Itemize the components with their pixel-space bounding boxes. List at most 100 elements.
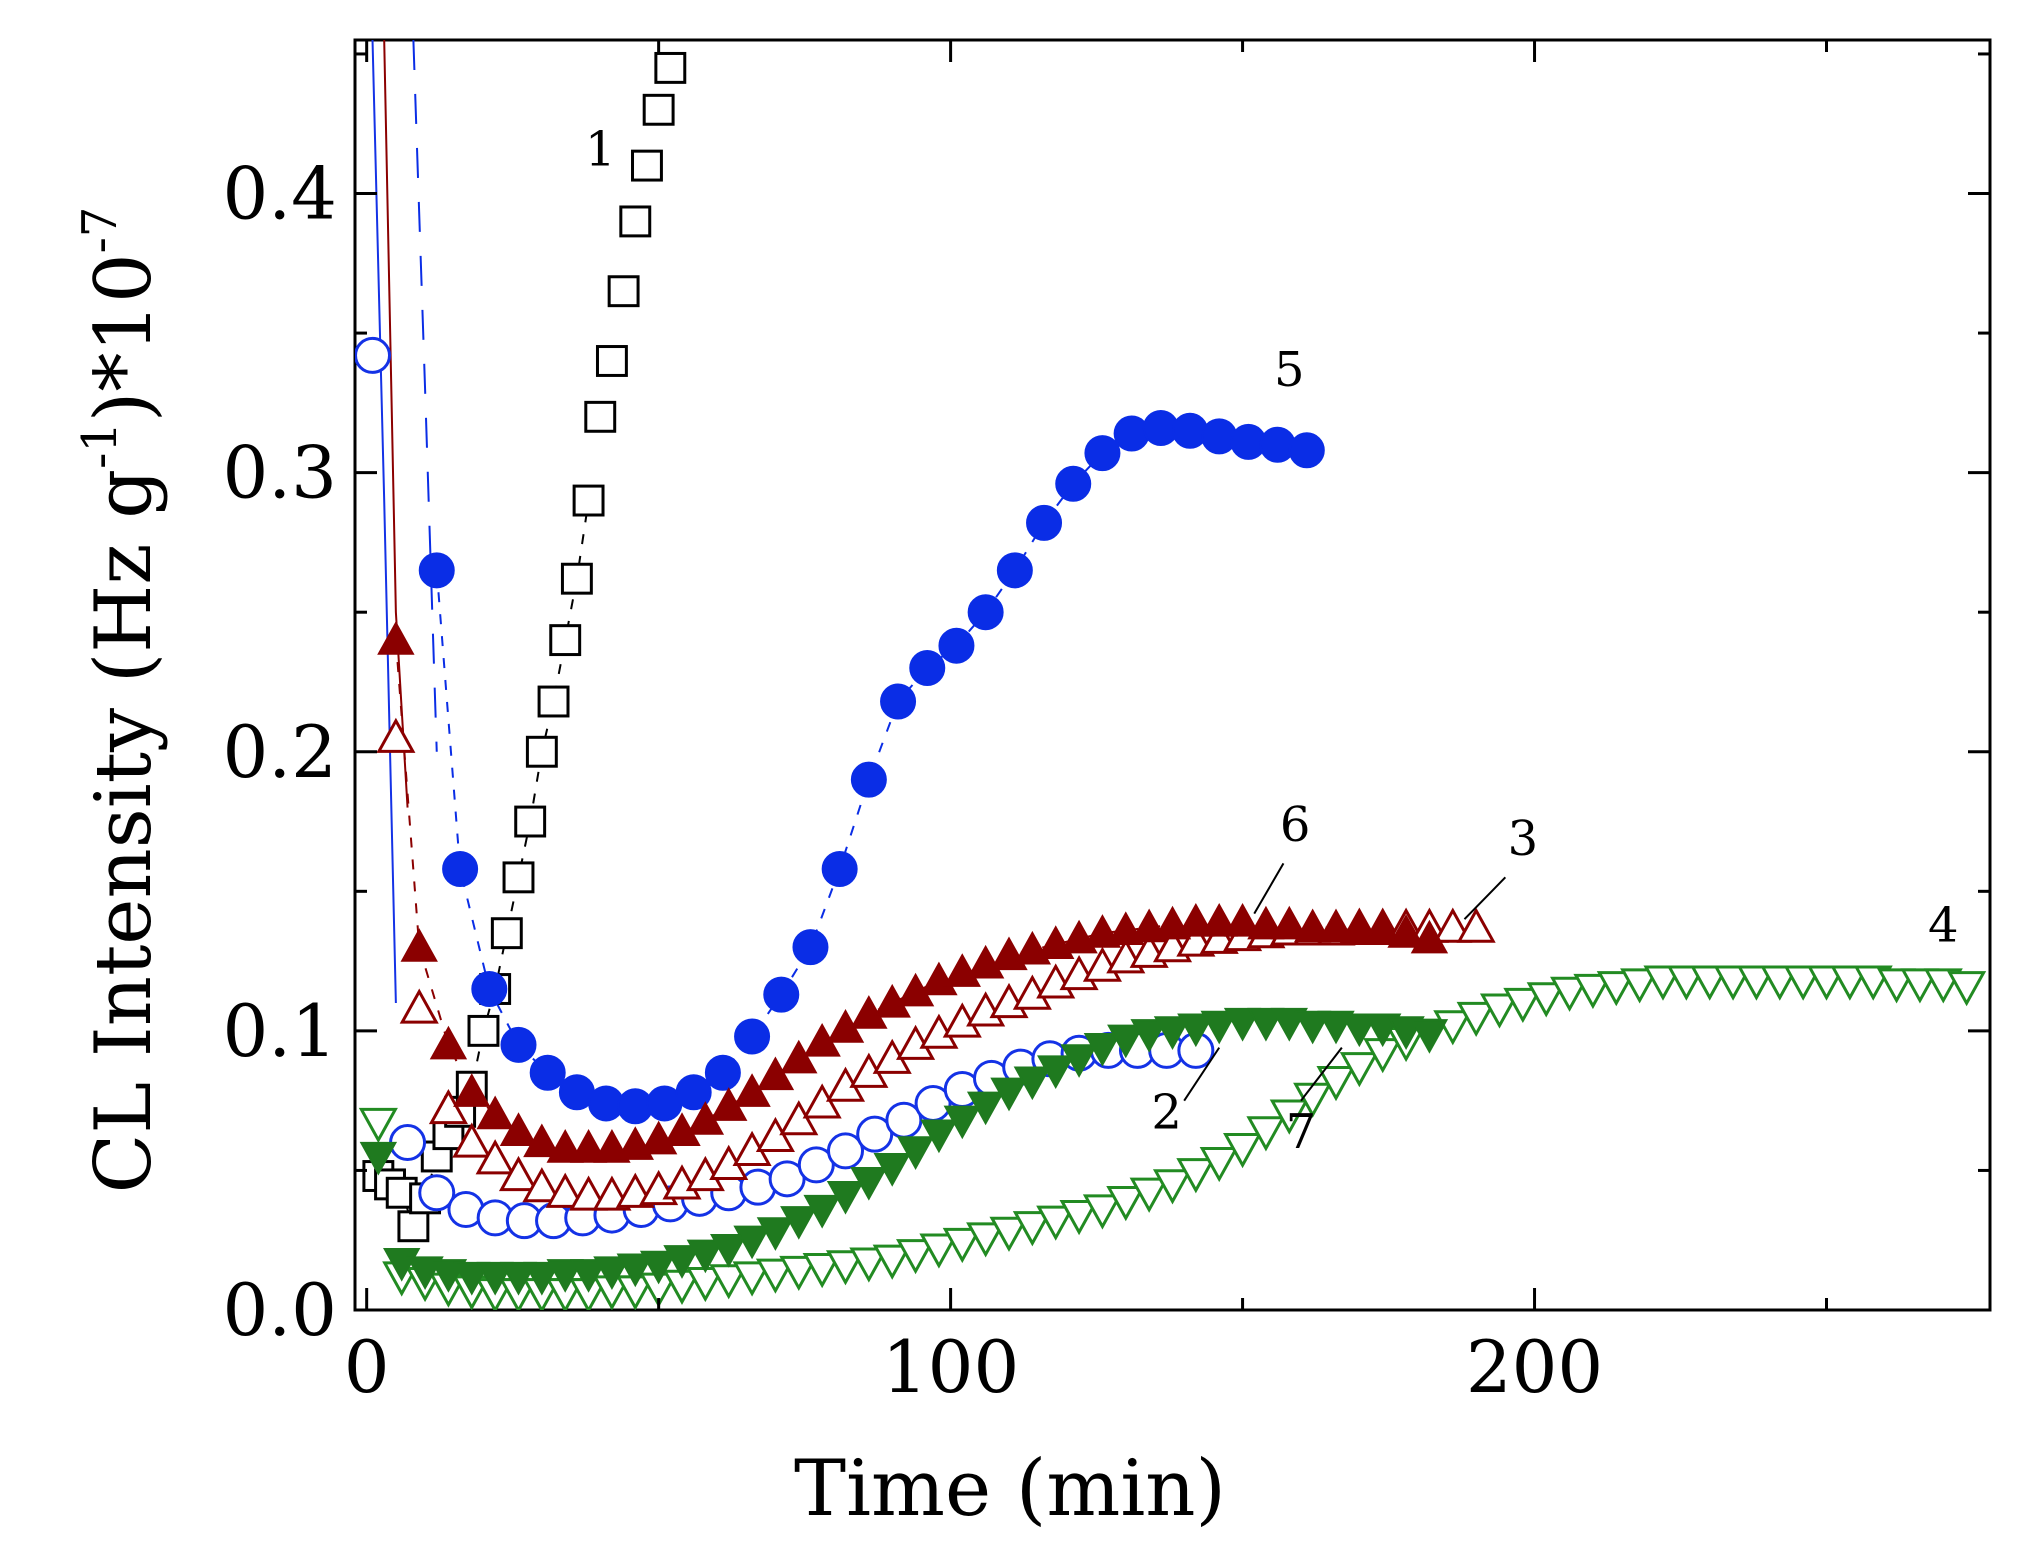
series-2-point (418, 1174, 456, 1212)
series-4-point (1947, 971, 1987, 1007)
series-7-point (1013, 1066, 1052, 1101)
series-6-point (1293, 908, 1332, 943)
series-4-point (1316, 1066, 1356, 1102)
series-4-point (1176, 1158, 1216, 1194)
series-4-point (1199, 1146, 1239, 1183)
series-7-point (453, 1261, 491, 1296)
series-5-point (909, 650, 946, 687)
series-7-point (1083, 1033, 1122, 1067)
series-5-point (442, 850, 479, 887)
curve-labels: 1 2 3 4 5 6 7 (585, 122, 1959, 1161)
series-6-point (546, 1129, 584, 1163)
series-7-point (943, 1105, 981, 1140)
series-4-point (896, 1239, 936, 1275)
series-5-point (1201, 418, 1238, 455)
leader-line-2 (1183, 1047, 1221, 1102)
series-7-point (756, 1217, 795, 1251)
series-4-point (1666, 965, 1706, 1001)
axis-ticks: 0 100 200 0.0 0.1 0.2 0.3 0.4 (222, 40, 1990, 1409)
series-5-point (967, 594, 1004, 631)
series-4-point (1713, 965, 1753, 1001)
series-1-point (595, 345, 628, 377)
series-6-point (1340, 911, 1379, 945)
series-4-point (1690, 965, 1730, 1001)
x-tick-label: 0 (344, 1325, 390, 1409)
series-6-point (400, 928, 438, 962)
y-axis-label-main: CL Intensity (Hz g (79, 469, 169, 1194)
series-3-point (475, 1139, 515, 1175)
series-2-point (768, 1160, 806, 1198)
series-7-point (686, 1239, 725, 1274)
series-3-point (1433, 907, 1473, 943)
leader-line-3 (1463, 876, 1507, 920)
series-6-point (569, 1129, 608, 1163)
series-6-point (780, 1039, 818, 1074)
series-4-point (1479, 993, 1520, 1029)
series-4-point (1526, 982, 1566, 1018)
series-2-point (827, 1132, 864, 1170)
series-1-point (490, 917, 523, 950)
series-7-point (569, 1259, 608, 1293)
series-4-point (1012, 1211, 1052, 1247)
series-2-point (355, 336, 392, 374)
series-4-point (1059, 1199, 1099, 1236)
series-7-point (616, 1253, 654, 1288)
series-1-point (467, 1014, 500, 1047)
series-6-point (1317, 908, 1355, 943)
series-3-point (399, 988, 439, 1024)
series-2-point (856, 1115, 894, 1153)
series-7-point (1200, 1010, 1238, 1045)
series-7-point (1410, 1019, 1449, 1053)
series-5-point (1113, 415, 1150, 452)
series-5-point (471, 971, 508, 1008)
series-1-point (607, 275, 640, 308)
series-1-point (514, 805, 547, 838)
series-4-point (1152, 1169, 1193, 1205)
series-6-point (733, 1073, 771, 1107)
series-2-initial-drop (371, 40, 397, 1003)
series-6-point (756, 1056, 795, 1091)
series-7-point (1293, 1010, 1332, 1045)
series-5-point (1026, 504, 1063, 541)
series-6-point (1410, 919, 1449, 954)
curve-label-1: 1 (585, 122, 616, 178)
series-3-point (569, 1175, 609, 1211)
leader-line-7 (1300, 1047, 1343, 1102)
series-5-point (1259, 426, 1296, 463)
series-6-point (453, 1073, 491, 1107)
y-tick-label: 0.4 (222, 152, 337, 236)
series-6-point (499, 1112, 538, 1146)
axes-frame (353, 38, 1992, 1312)
series-7-point (1247, 1007, 1285, 1042)
y-axis-label-sup-2: -7 (72, 207, 128, 254)
series-6-point (429, 1025, 468, 1060)
series-3-point (1456, 907, 1496, 943)
series-7-point (850, 1167, 888, 1201)
series-5-point (821, 850, 858, 887)
series-7-point (873, 1153, 911, 1187)
series-4-point (1736, 965, 1776, 1001)
series-1-point (642, 93, 675, 126)
x-tick-label: 100 (882, 1325, 1019, 1409)
series-1-point (654, 51, 687, 84)
series-7-point (359, 1141, 398, 1176)
series-7-point (1107, 1024, 1145, 1059)
series-5-point (704, 1054, 741, 1091)
series-6-point (1247, 905, 1285, 940)
series-6-point (377, 621, 415, 655)
series-markers (355, 51, 1987, 1310)
series-7-point (476, 1261, 514, 1296)
series-4-point (825, 1250, 866, 1286)
series-7-point (546, 1259, 584, 1293)
series-5-point (850, 761, 887, 798)
series-7-point (1130, 1019, 1168, 1053)
series-4-point (1643, 965, 1683, 1001)
series-5-point (418, 552, 455, 589)
series-5-point (1084, 435, 1121, 472)
series-1-point (572, 484, 605, 517)
leader-line-6 (1253, 862, 1285, 915)
series-5-point (734, 1018, 771, 1055)
series-3-point (522, 1167, 562, 1203)
series-1-point (525, 735, 558, 768)
